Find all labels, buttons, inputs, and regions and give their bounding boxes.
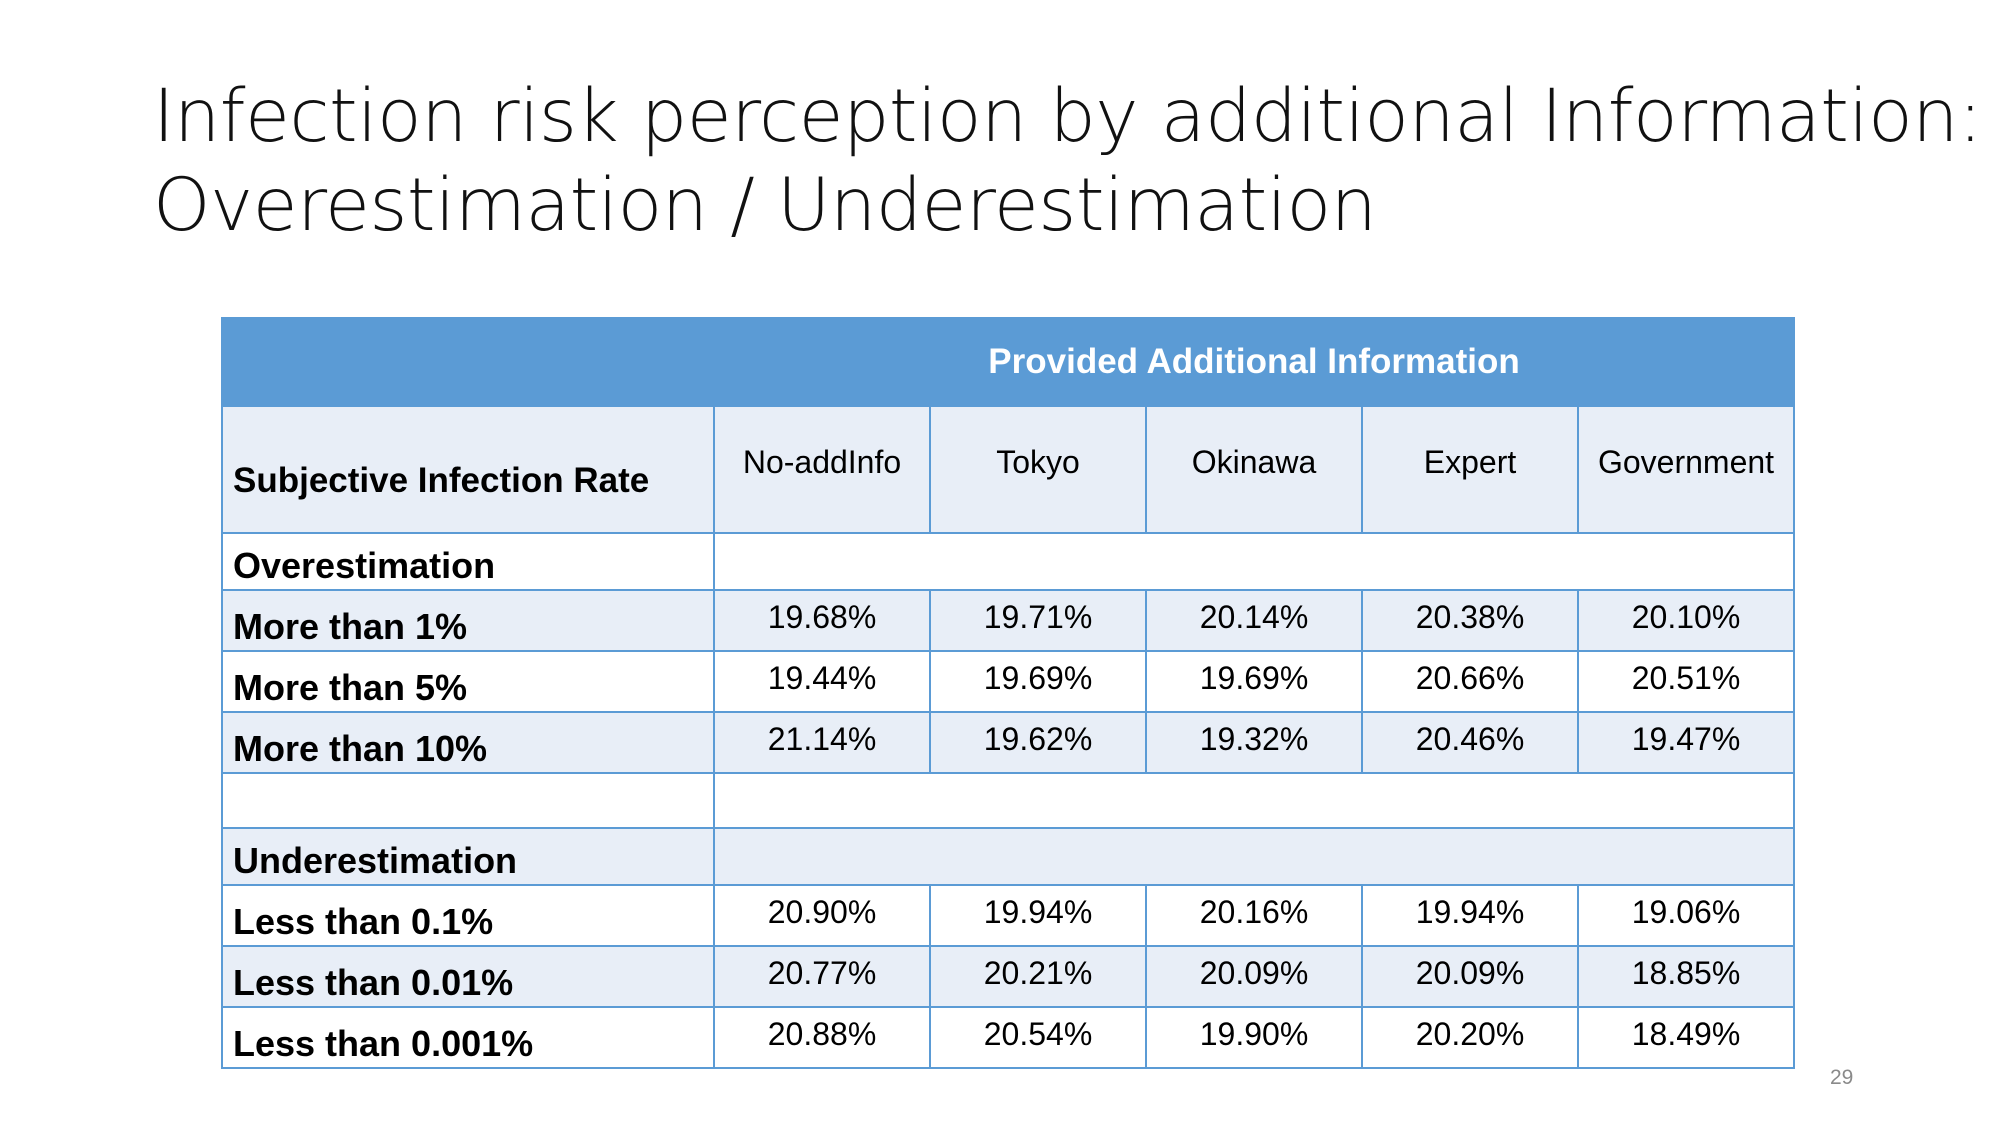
column-header-no-addinfo: No-addInfo	[713, 405, 931, 534]
table-cell: 20.51%	[1576, 650, 1796, 713]
row-label: Less than 0.1%	[221, 884, 715, 947]
table-cell: 18.49%	[1576, 1006, 1796, 1069]
table-cell: 19.06%	[1576, 884, 1796, 947]
table-cell: 20.46%	[1361, 711, 1579, 774]
column-header-okinawa: Okinawa	[1145, 405, 1363, 534]
section-heading-blank-cell	[712, 532, 1796, 591]
table-cell: 19.69%	[1145, 650, 1363, 713]
spacer-row	[221, 772, 1796, 829]
row-label: More than 1%	[221, 589, 715, 652]
table-cell: 19.62%	[929, 711, 1147, 774]
table-cell: 20.16%	[1145, 884, 1363, 947]
slide-title-line-1: Infection risk perception by additional …	[153, 74, 1983, 159]
table-cell: 19.71%	[929, 589, 1147, 652]
table-cell: 21.14%	[713, 711, 931, 774]
table-cell: 19.32%	[1145, 711, 1363, 774]
table-cell: 20.21%	[929, 945, 1147, 1008]
table-cell: 19.90%	[1145, 1006, 1363, 1069]
table-cell: 20.38%	[1361, 589, 1579, 652]
section-heading-row: Underestimation	[221, 827, 1796, 886]
stub-header: Subjective Infection Rate	[221, 405, 715, 534]
table-cell: 20.20%	[1361, 1006, 1579, 1069]
row-label: More than 5%	[221, 650, 715, 713]
section-heading-blank-cell	[712, 827, 1796, 886]
table-cell: 20.77%	[713, 945, 931, 1008]
section-heading-overestimation: Overestimation	[221, 532, 715, 591]
table-cell: 19.68%	[713, 589, 931, 652]
table-row: More than 10% 21.14% 19.62% 19.32% 20.46…	[221, 711, 1796, 774]
table-row: More than 5% 19.44% 19.69% 19.69% 20.66%…	[221, 650, 1796, 713]
row-label: More than 10%	[221, 711, 715, 774]
slide-title-line-2: Overestimation / Underestimation	[153, 163, 1377, 248]
table-cell: 20.88%	[713, 1006, 931, 1069]
header-corner-cell	[221, 317, 715, 407]
table-cell: 20.14%	[1145, 589, 1363, 652]
table-row: Less than 0.01% 20.77% 20.21% 20.09% 20.…	[221, 945, 1796, 1008]
row-label: Less than 0.01%	[221, 945, 715, 1008]
table-row: Less than 0.001% 20.88% 20.54% 19.90% 20…	[221, 1006, 1796, 1069]
page-number: 29	[1830, 1066, 1854, 1089]
column-header-row: Subjective Infection Rate No-addInfo Tok…	[221, 405, 1796, 534]
table-cell: 20.54%	[929, 1006, 1147, 1069]
section-heading-underestimation: Underestimation	[221, 827, 715, 886]
spacer-cell	[712, 772, 1796, 829]
column-header-government: Government	[1576, 405, 1796, 534]
table-cell: 20.10%	[1576, 589, 1796, 652]
table-cell: 19.69%	[929, 650, 1147, 713]
table-row: Less than 0.1% 20.90% 19.94% 20.16% 19.9…	[221, 884, 1796, 947]
table-cell: 19.94%	[1361, 884, 1579, 947]
table-cell: 19.47%	[1576, 711, 1796, 774]
infection-risk-table: Provided Additional Information Subjecti…	[221, 317, 1796, 1069]
section-heading-row: Overestimation	[221, 532, 1796, 591]
table-cell: 20.09%	[1145, 945, 1363, 1008]
row-label: Less than 0.001%	[221, 1006, 715, 1069]
table-cell: 19.94%	[929, 884, 1147, 947]
group-header: Provided Additional Information	[712, 317, 1796, 407]
table-cell: 20.66%	[1361, 650, 1579, 713]
table-cell: 18.85%	[1576, 945, 1796, 1008]
table-cell: 20.09%	[1361, 945, 1579, 1008]
group-header-row: Provided Additional Information	[221, 317, 1796, 407]
slide-title: Infection risk perception by additional …	[153, 72, 1983, 250]
table-cell: 19.44%	[713, 650, 931, 713]
spacer-cell	[221, 772, 715, 829]
table-row: More than 1% 19.68% 19.71% 20.14% 20.38%…	[221, 589, 1796, 652]
column-header-expert: Expert	[1361, 405, 1579, 534]
table-cell: 20.90%	[713, 884, 931, 947]
column-header-tokyo: Tokyo	[929, 405, 1147, 534]
